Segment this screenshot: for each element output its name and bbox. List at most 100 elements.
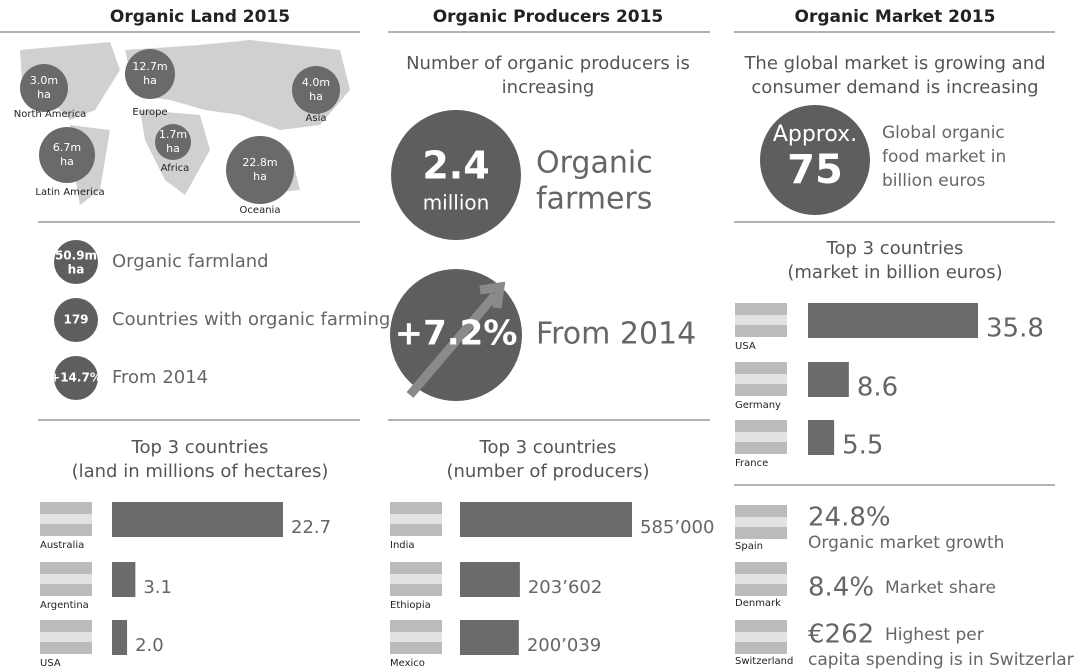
region-amount: 6.7m xyxy=(53,141,81,154)
region-unit: ha xyxy=(253,170,267,183)
stat-badge xyxy=(54,356,98,400)
country-name: France xyxy=(735,458,768,469)
badge-text: billion euros xyxy=(882,171,986,191)
bar-value: 5.5 xyxy=(842,431,883,461)
country-name: Mexico xyxy=(390,658,425,669)
region-name: Europe xyxy=(132,107,167,118)
region-unit: ha xyxy=(143,74,157,87)
region-badge xyxy=(39,127,95,183)
group-title: Top 3 countries xyxy=(826,238,964,259)
bar xyxy=(460,502,632,537)
region-name: North America xyxy=(14,109,86,120)
bar xyxy=(112,502,283,537)
flag-stripe xyxy=(735,374,787,384)
flag-stripe xyxy=(40,574,92,584)
region-amount: 22.8m xyxy=(242,156,277,169)
column-title: Organic Market 2015 xyxy=(795,7,996,27)
region-name: Asia xyxy=(306,113,327,124)
flag-stripe xyxy=(735,517,787,527)
flag-stripe xyxy=(735,574,787,584)
fact-text: Highest per xyxy=(885,625,984,645)
region-unit: ha xyxy=(37,88,51,101)
flag-stripe xyxy=(390,514,442,524)
badge-unit: million xyxy=(423,191,490,215)
bar xyxy=(112,562,136,597)
flag-stripe xyxy=(735,632,787,642)
region-amount: 3.0m xyxy=(30,74,58,87)
bar-value: 203’602 xyxy=(528,577,602,598)
group-title: Top 3 countries xyxy=(479,437,617,458)
region-unit: ha xyxy=(60,155,74,168)
bar xyxy=(460,562,520,597)
arrow-icon xyxy=(406,281,506,398)
badge-text: Organic xyxy=(536,146,653,181)
region-name: Oceania xyxy=(240,205,281,216)
fact-text: capita spending is in Switzerland xyxy=(808,650,1074,670)
region-badge xyxy=(20,64,68,112)
bar-value: 2.0 xyxy=(135,635,164,656)
bar-value: 200’039 xyxy=(527,635,601,656)
stat-badge-text: ha xyxy=(68,263,85,277)
stat-badge xyxy=(54,298,98,342)
region-unit: ha xyxy=(309,90,323,103)
bar xyxy=(808,303,978,338)
country-name: Denmark xyxy=(735,598,781,609)
stat-badge-text: 179 xyxy=(63,313,88,327)
group-subtitle: (land in millions of hectares) xyxy=(72,461,329,482)
group-subtitle: (market in billion euros) xyxy=(787,262,1002,283)
badge-prefix: Approx. xyxy=(773,122,857,147)
region-name: Latin America xyxy=(35,187,104,198)
stat-badge xyxy=(54,240,98,284)
stat-text: From 2014 xyxy=(112,367,208,388)
badge-text: From 2014 xyxy=(536,317,696,352)
bar-value: 22.7 xyxy=(291,517,331,538)
intro-text: The global market is growing and xyxy=(743,53,1045,74)
flag-stripe xyxy=(390,632,442,642)
badge-text: Global organic xyxy=(882,123,1005,143)
fact-figure: 24.8% xyxy=(808,503,891,533)
region-badge xyxy=(125,49,175,99)
region-badge xyxy=(292,66,340,114)
fact-figure: 8.4% xyxy=(808,573,874,603)
column-title: Organic Land 2015 xyxy=(110,7,290,27)
bar xyxy=(460,620,519,655)
intro-text: increasing xyxy=(502,77,595,98)
country-name: India xyxy=(390,540,415,551)
bar xyxy=(808,362,849,397)
badge xyxy=(760,105,870,215)
country-name: Australia xyxy=(40,540,84,551)
region-name: Africa xyxy=(161,163,190,174)
stat-badge-text: 50.9m xyxy=(55,249,97,263)
bar xyxy=(808,420,835,455)
flag-stripe xyxy=(40,514,92,524)
badge xyxy=(391,110,521,240)
region-unit: ha xyxy=(166,142,180,155)
region-badge xyxy=(226,136,294,204)
bar-value: 3.1 xyxy=(143,577,172,598)
region-amount: 4.0m xyxy=(302,76,330,89)
bar xyxy=(112,620,128,655)
stat-text: Countries with organic farming xyxy=(112,309,390,330)
stat-badge-text: +14.7% xyxy=(50,371,102,385)
fact-text: Market share xyxy=(885,578,996,598)
country-name: Argentina xyxy=(40,600,89,611)
intro-text: consumer demand is increasing xyxy=(751,77,1038,98)
group-title: Top 3 countries xyxy=(131,437,269,458)
country-name: Germany xyxy=(735,400,781,411)
flag-stripe xyxy=(735,432,787,442)
bar-value: 585’000 xyxy=(640,517,714,538)
badge-text: farmers xyxy=(536,182,652,217)
country-name: Ethiopia xyxy=(390,600,431,611)
flag-stripe xyxy=(40,632,92,642)
country-name: USA xyxy=(40,658,61,669)
bar-value: 35.8 xyxy=(986,314,1044,344)
intro-text: Number of organic producers is xyxy=(406,53,690,74)
group-subtitle: (number of producers) xyxy=(446,461,649,482)
badge-number: 75 xyxy=(787,147,843,193)
fact-text: Organic market growth xyxy=(808,533,1004,553)
stat-text: Organic farmland xyxy=(112,251,269,272)
region-amount: 12.7m xyxy=(132,60,167,73)
badge-text: food market in xyxy=(882,147,1006,167)
badge-number: 2.4 xyxy=(422,144,489,188)
